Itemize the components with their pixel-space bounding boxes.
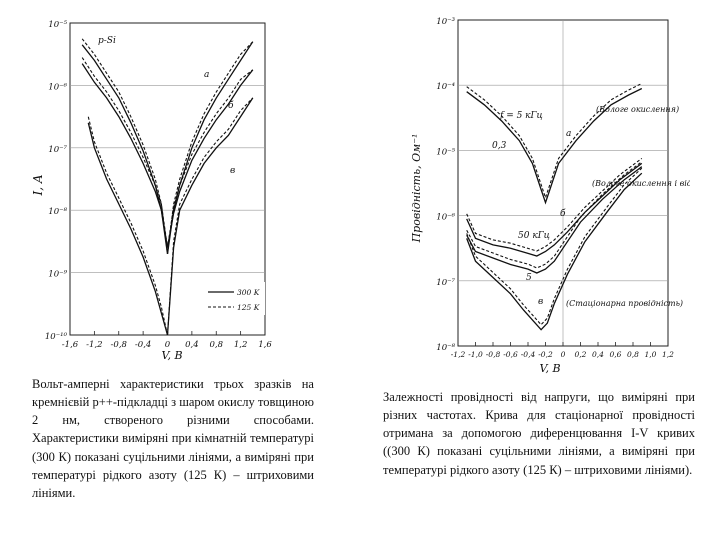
annotation-frequency-5khz: f = 5 кГц xyxy=(499,111,543,121)
x-tick-label: -1,2 xyxy=(451,350,466,359)
x-axis-label: V, B xyxy=(161,349,182,362)
annotation-curve-a: a xyxy=(566,129,571,139)
x-tick-label: 0,8 xyxy=(209,340,223,350)
x-tick-label: -1,6 xyxy=(62,340,79,350)
x-tick-label: -1,2 xyxy=(86,340,102,350)
x-tick-label: 1,6 xyxy=(258,340,272,350)
annotation-frequency-50khz: 50 кГц xyxy=(518,231,550,241)
annotation-5: 5 xyxy=(526,273,532,283)
y-tick-label: 10⁻⁷ xyxy=(48,145,67,155)
x-tick-label: 0,6 xyxy=(610,350,622,359)
y-axis-label: I, A xyxy=(31,174,45,196)
annotation-steady-state-conductance: (Стаціонарна провідність) xyxy=(566,299,683,308)
legend-label-125k: 125 K xyxy=(237,303,260,312)
annotation-curve-v: в xyxy=(230,166,235,176)
annotation-curve-b: б xyxy=(228,100,234,111)
annotation-curve-v: в xyxy=(538,297,543,307)
conductance-curve-solid xyxy=(466,162,643,257)
annotation-0-3: 0,3 xyxy=(492,141,507,151)
annotation-wet-oxidation: (Вологе окислення) xyxy=(596,105,679,114)
left-figure-caption: Вольт-амперні характеристики трьох зразк… xyxy=(32,377,314,500)
annotation-wet-oxidation-h2-anneal: (Вологе окислення і відпал в H₂) xyxy=(592,179,690,188)
y-tick-label: 10⁻⁴ xyxy=(436,82,455,92)
conductance-curve-dashed xyxy=(466,161,643,269)
conductance-curve-solid xyxy=(466,87,643,205)
y-tick-label: 10⁻⁵ xyxy=(48,20,67,30)
legend-label-300k: 300 K xyxy=(237,288,260,297)
conductance-curve-solid xyxy=(466,172,643,331)
y-tick-label: 10⁻⁹ xyxy=(48,270,67,280)
x-tick-label: 0,4 xyxy=(592,350,604,359)
x-tick-label: 1,0 xyxy=(645,350,657,359)
iv-curve-dashed xyxy=(81,38,169,254)
x-tick-label: 0 xyxy=(165,340,171,350)
y-tick-label: 10⁻⁷ xyxy=(436,278,455,288)
conductance-curve-dashed xyxy=(466,167,643,326)
x-tick-label: -0,8 xyxy=(486,350,501,359)
conductance-voltage-chart: -1,2 -1,0 -0,8 -0,6 -0,4 -0,2 0 0,2 0,4 0,6 0,8 1,0… xyxy=(410,17,690,375)
iv-curve-solid xyxy=(166,97,254,336)
iv-curve-solid xyxy=(81,63,169,248)
x-tick-label: 0 xyxy=(561,350,566,359)
iv-curve-dashed xyxy=(81,57,169,248)
y-axis-label: Провідність, Ом⁻¹ xyxy=(410,134,423,244)
iv-curve-dashed xyxy=(166,69,254,248)
x-tick-label: 0,4 xyxy=(185,340,199,350)
annotation-curve-b: б xyxy=(560,208,566,219)
iv-characteristics-chart: -1,6 -1,2 -0,8 -0,4 0 0,4 0,8 1,2 1,6 10⁻⁵ 10⁻⁶ 10⁻… xyxy=(31,20,272,362)
iv-curve-dashed xyxy=(87,116,169,336)
x-tick-label: -0,8 xyxy=(111,340,128,350)
y-tick-label: 10⁻¹⁰ xyxy=(45,332,68,342)
x-tick-label: -0,4 xyxy=(135,340,151,350)
x-tick-label: 0,8 xyxy=(627,350,639,359)
x-tick-label: 0,2 xyxy=(575,350,587,359)
iv-curve-solid xyxy=(87,122,169,336)
x-tick-label: -0,4 xyxy=(521,350,536,359)
y-tick-label: 10⁻⁵ xyxy=(436,147,455,157)
iv-curve-solid xyxy=(166,69,254,248)
conductance-curve-solid xyxy=(466,166,643,274)
x-tick-label: -0,6 xyxy=(503,350,518,359)
y-tick-label: 10⁻³ xyxy=(436,17,455,27)
y-tick-label: 10⁻⁶ xyxy=(436,213,455,223)
y-tick-label: 10⁻⁸ xyxy=(436,343,455,353)
y-tick-label: 10⁻⁸ xyxy=(48,207,67,217)
iv-curve-dashed xyxy=(166,41,254,254)
x-tick-label: -1,0 xyxy=(468,350,483,359)
right-figure-caption: Залежності провідності від напруги, що в… xyxy=(383,390,695,477)
iv-curve-dashed xyxy=(166,97,254,336)
y-tick-label: 10⁻⁶ xyxy=(48,82,67,92)
iv-curve-solid xyxy=(81,44,169,254)
conductance-curve-dashed xyxy=(466,157,643,252)
x-tick-label: 1,2 xyxy=(662,350,674,359)
annotation-curve-a: a xyxy=(204,70,209,80)
x-tick-label: -0,2 xyxy=(538,350,553,359)
legend-box xyxy=(204,282,265,315)
x-tick-label: 1,2 xyxy=(234,340,248,350)
conductance-curve-dashed xyxy=(466,83,643,200)
annotation-p-si: p-Si xyxy=(98,36,116,46)
x-axis-label: V, B xyxy=(539,362,560,375)
